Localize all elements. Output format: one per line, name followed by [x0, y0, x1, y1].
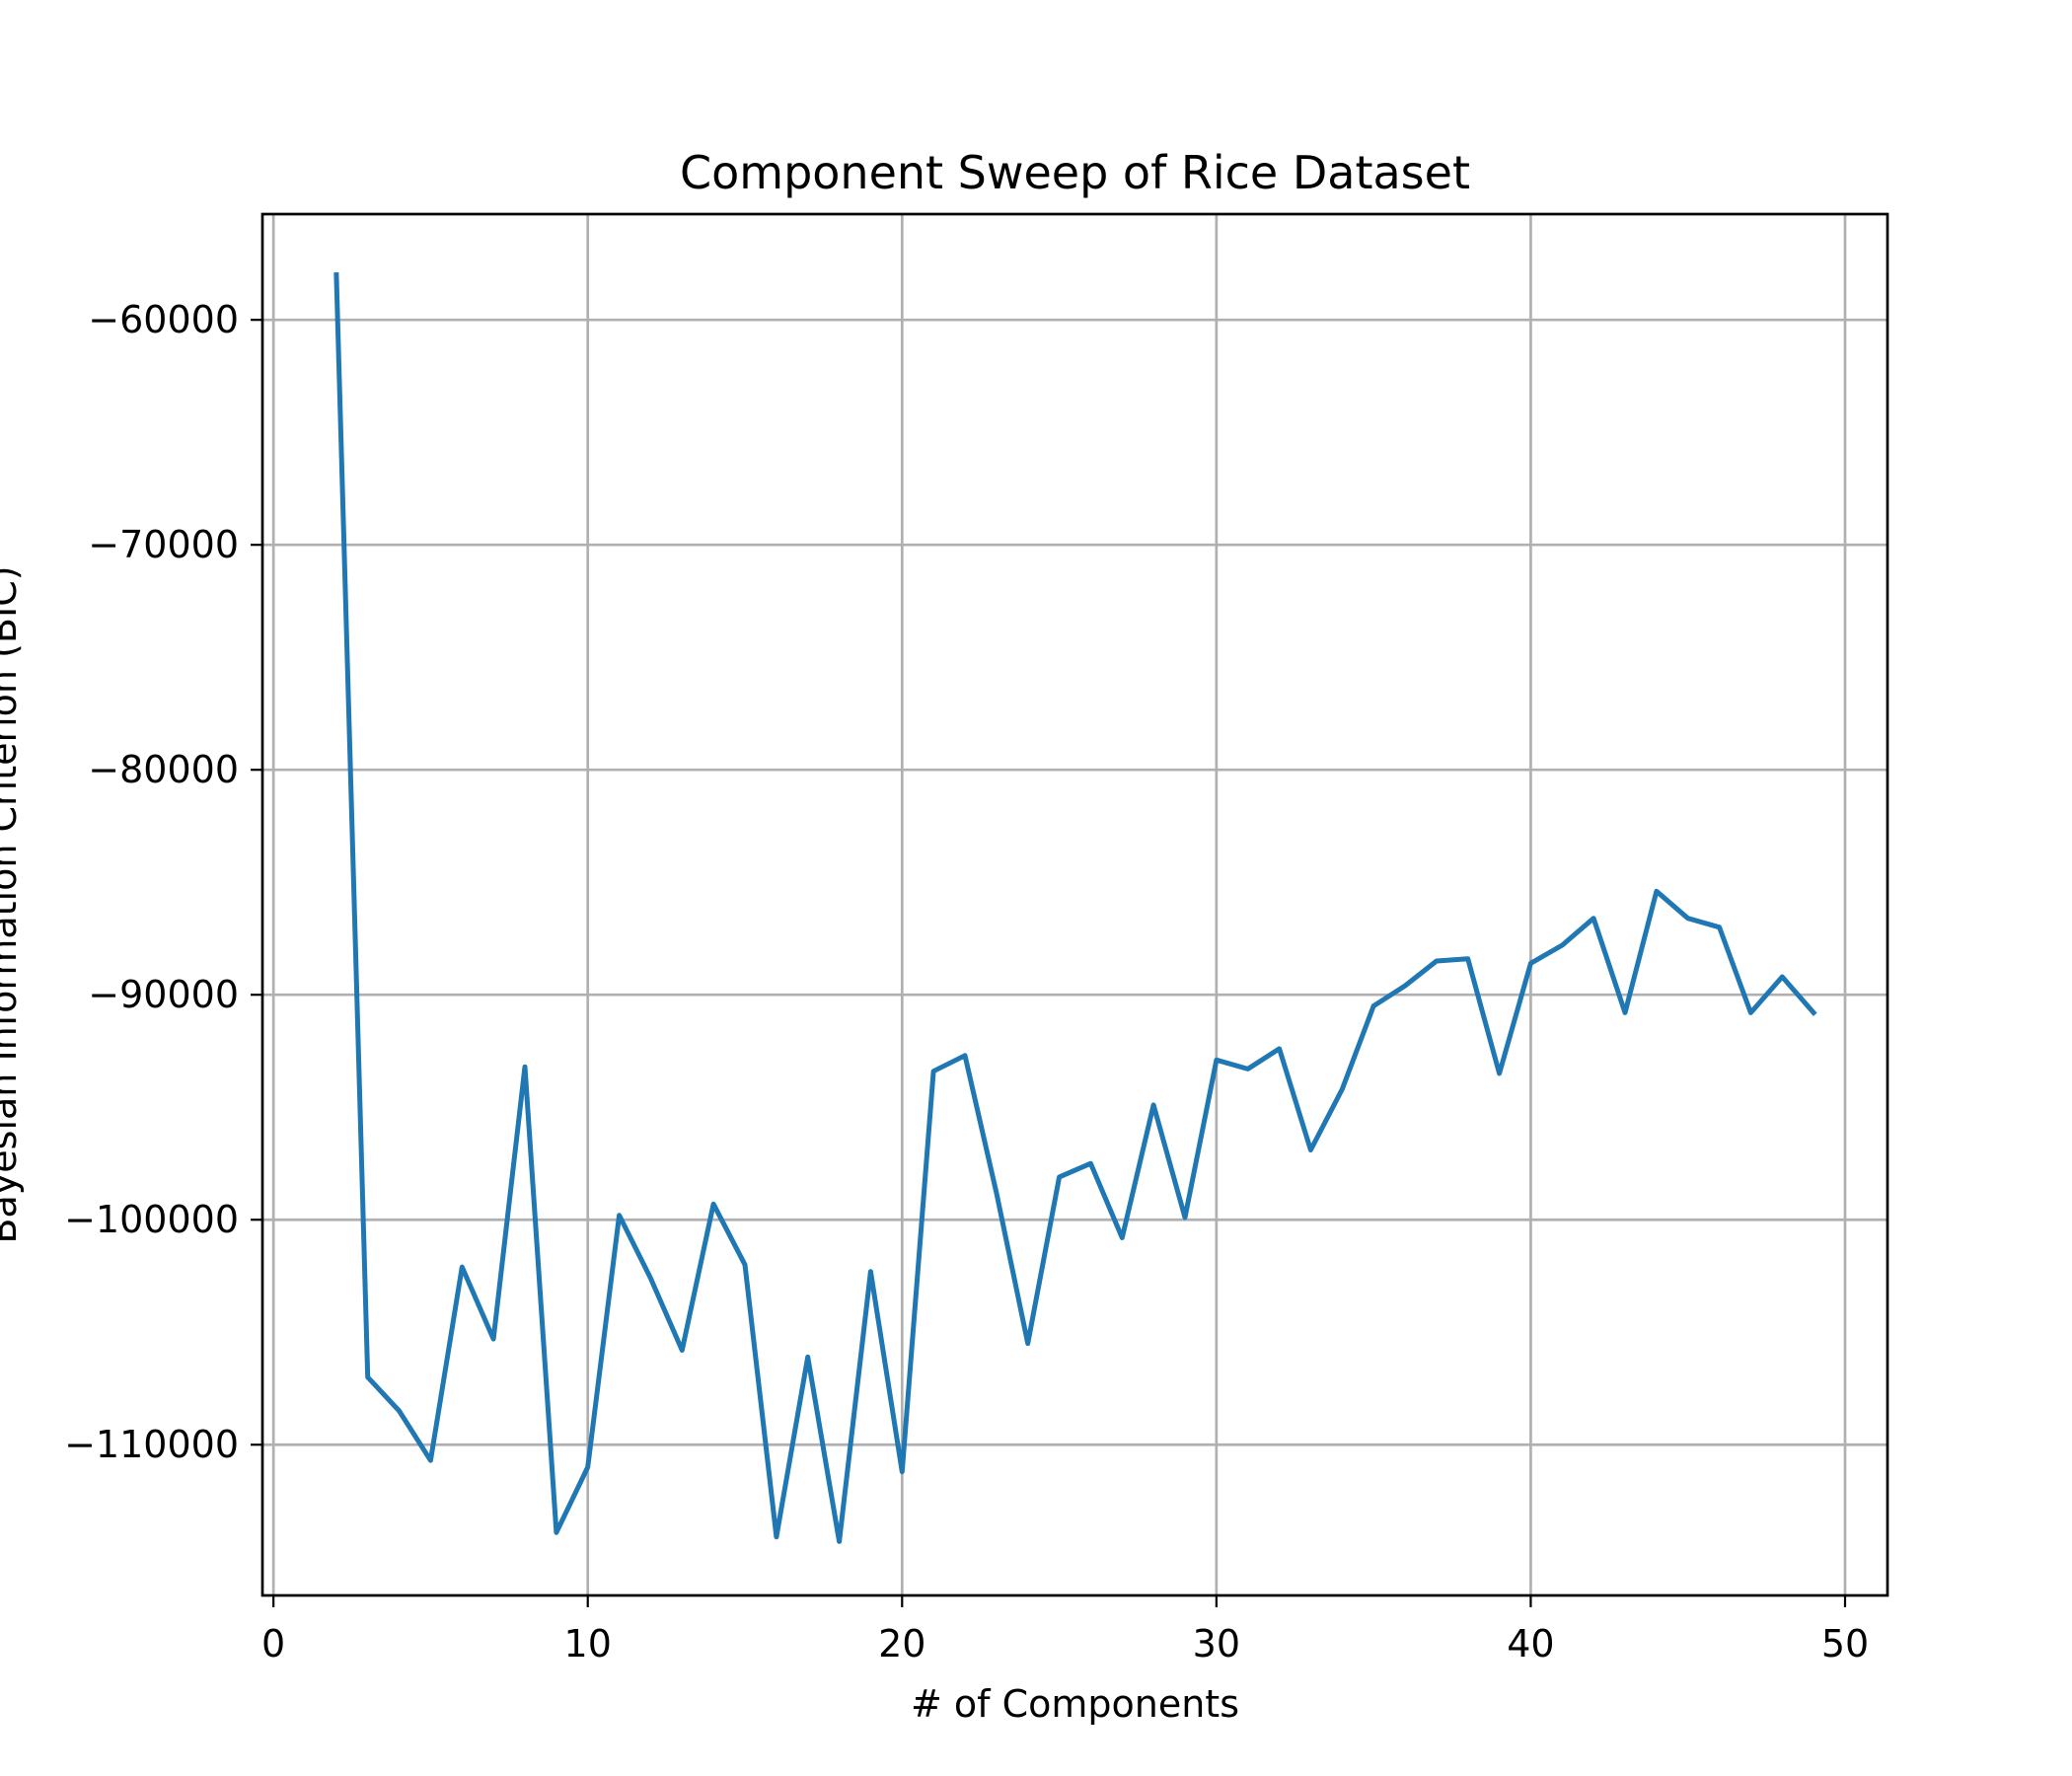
- x-tick-label: 50: [1821, 1622, 1869, 1665]
- plot-frame: [260, 212, 1889, 1597]
- y-tick-label: −80000: [88, 748, 239, 791]
- series-line: [333, 272, 1817, 1544]
- y-tick-label: −90000: [88, 973, 239, 1016]
- grid-lines: [262, 214, 1887, 1595]
- y-axis-label: Bayesian Information Criterion (BIC): [0, 565, 25, 1243]
- y-tick-label: −70000: [88, 523, 239, 566]
- series-layer: [333, 272, 1817, 1544]
- chart-title: Component Sweep of Rice Dataset: [680, 146, 1470, 199]
- y-tick-label: −100000: [64, 1198, 239, 1241]
- y-tick-label: −110000: [64, 1423, 239, 1466]
- x-tick-label: 20: [878, 1622, 925, 1665]
- x-axis-label: # of Components: [911, 1682, 1239, 1726]
- x-tick-label: 40: [1507, 1622, 1554, 1665]
- x-tick-label: 10: [564, 1622, 612, 1665]
- y-tick-label: −60000: [88, 298, 239, 341]
- x-tick-label: 30: [1193, 1622, 1240, 1665]
- x-tick-label: 0: [261, 1622, 285, 1665]
- axis-ticks: 0 10 20 30 40 50 −60000 −70000 −80000 −90000 −1000…: [64, 298, 1869, 1665]
